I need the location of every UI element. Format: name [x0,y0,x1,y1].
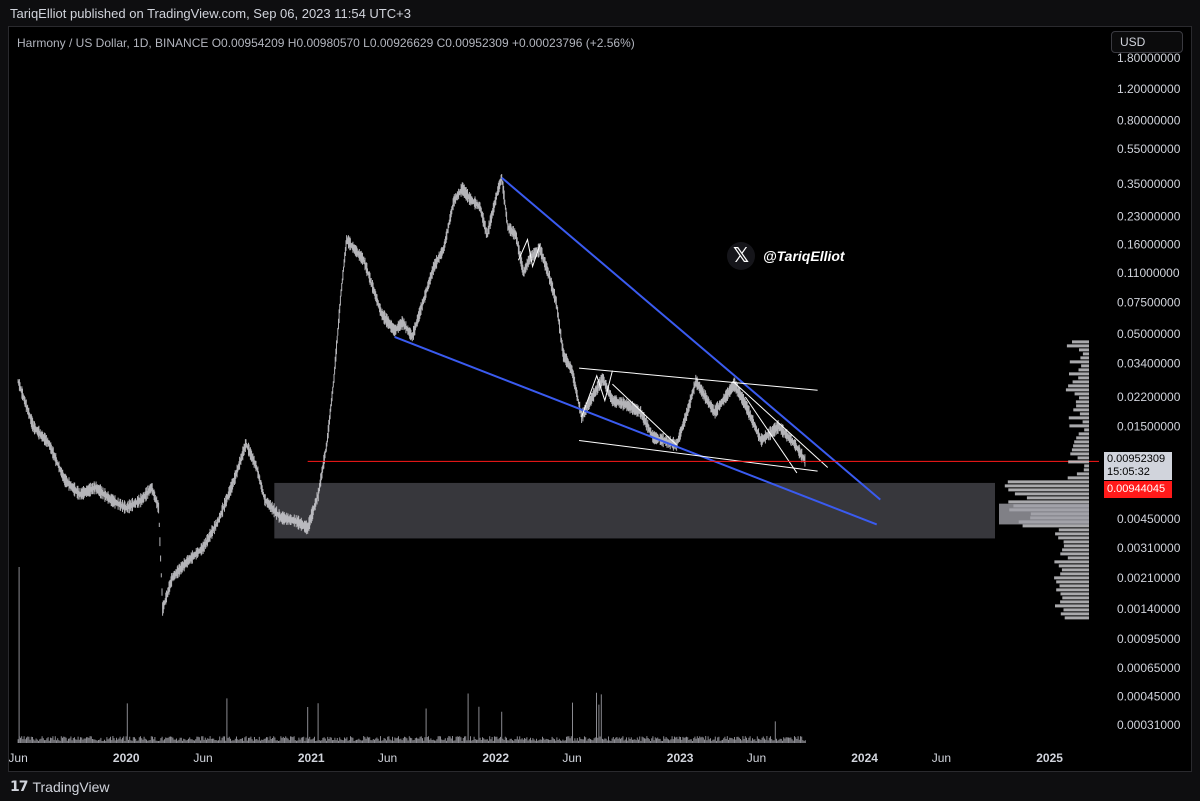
y-tick-label: 1.80000000 [1117,51,1181,65]
y-tick-label: 0.02200000 [1117,390,1181,404]
last-price-value: 0.00952309 [1107,453,1166,465]
x-tick-label: Jun [193,751,212,765]
x-tick-label: Jun [378,751,397,765]
x-tick-label: 2020 [113,751,140,765]
y-tick-label: 0.16000000 [1117,237,1181,251]
y-tick-label: 1.20000000 [1117,82,1181,96]
footer-bar: 𝟭𝟳 TradingView [0,772,1200,801]
x-tick-label: Jun [9,751,28,765]
wave-line-c [612,383,677,446]
x-tick-label: Jun [747,751,766,765]
y-tick-label: 0.11000000 [1117,266,1180,280]
wedge-lower-line [394,336,878,526]
tradingview-logo-icon: 𝟭𝟳 [10,778,29,794]
y-tick-label: 0.07500000 [1117,296,1181,310]
wave-line-d [744,396,798,474]
wave-structure-a [581,370,613,417]
wave-structure-b [517,237,541,269]
last-price-label: 0.00952309 15:05:32 [1104,452,1172,480]
y-tick-label: 0.00045000 [1117,689,1181,703]
author-watermark: 𝕏 @TariqElliot [727,241,845,271]
chart-canvas[interactable]: 1.80000000 1.20000000 0.80000000 0.55000000… [9,27,1192,772]
x-tick-label: 2025 [1036,751,1063,765]
author-handle: @TariqElliot [763,248,845,264]
symbol-ohlc-legend[interactable]: Harmony / US Dollar, 1D, BINANCE O0.0095… [17,36,635,50]
x-logo-icon: 𝕏 [727,242,755,270]
price-line-label: 0.00944045 [1104,481,1172,498]
y-tick-label: 0.55000000 [1117,142,1181,156]
demand-zone [274,482,995,539]
bar-countdown: 15:05:32 [1107,466,1150,478]
channel-bottom-line [579,439,818,472]
y-tick-label: 0.23000000 [1117,209,1181,223]
x-tick-label: 2023 [667,751,694,765]
y-tick-label: 0.00450000 [1117,512,1181,526]
volume-bars [17,567,806,743]
x-tick-label: Jun [932,751,951,765]
publish-header: TariqElliot published on TradingView.com… [0,0,1200,26]
channel-inner-line [732,380,829,468]
y-tick-label: 0.00140000 [1117,602,1181,616]
x-tick-label: Jun [562,751,581,765]
y-tick-label: 0.00095000 [1117,632,1181,646]
profile-poc-block [999,503,1089,525]
y-tick-label: 0.00065000 [1117,661,1181,675]
y-tick-label: 0.03400000 [1117,356,1181,370]
y-tick-label: 0.05000000 [1117,327,1181,341]
volume-profile [1004,340,1089,620]
brand-name: TradingView [32,778,110,795]
channel-top-line [579,367,818,391]
y-tick-label: 0.80000000 [1117,113,1181,127]
price-series [17,174,806,616]
chart-pane[interactable]: 1.80000000 1.20000000 0.80000000 0.55000000… [8,26,1192,772]
x-tick-label: 2022 [482,751,509,765]
wedge-upper-line [501,176,881,501]
currency-button[interactable]: USD [1111,31,1183,53]
x-tick-label: 2024 [851,751,878,765]
y-tick-label: 0.01500000 [1117,419,1181,433]
x-tick-label: 2021 [298,751,325,765]
y-tick-label: 0.00031000 [1117,718,1181,732]
y-tick-label: 0.00210000 [1117,571,1181,585]
y-tick-label: 0.35000000 [1117,177,1181,191]
publish-info: TariqElliot published on TradingView.com… [10,6,411,21]
tradingview-brand[interactable]: 𝟭𝟳 TradingView [10,778,110,795]
y-tick-label: 0.00310000 [1117,541,1181,555]
